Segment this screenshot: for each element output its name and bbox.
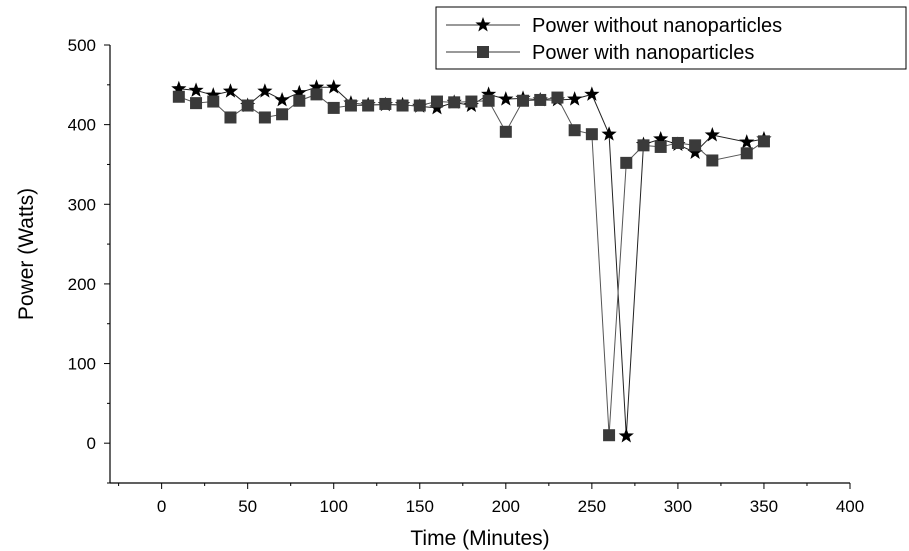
legend-box [435, 6, 907, 70]
square-point [706, 154, 719, 167]
y-tick-label: 200 [68, 275, 96, 294]
series-1 [171, 79, 772, 443]
square-point [241, 99, 254, 112]
square-point [534, 93, 547, 106]
square-point [276, 108, 289, 121]
square-point [757, 135, 770, 148]
legend-star-marker [475, 17, 491, 32]
star-point [308, 79, 325, 94]
square-point [327, 101, 340, 114]
series-line [178, 86, 765, 437]
y-axis-title: Power (Watts) [15, 188, 38, 320]
legend-label: Power with nanoparticles [532, 42, 754, 64]
star-point [291, 84, 307, 100]
star-point [584, 86, 600, 101]
star-point [704, 126, 720, 142]
legend: Power without nanoparticles Power with na… [435, 6, 907, 70]
x-tick-label: 350 [750, 497, 778, 516]
star-point [326, 79, 342, 94]
legend-entry: Power without nanoparticles [446, 15, 782, 37]
square-point [740, 147, 753, 160]
y-tick-label: 100 [68, 355, 96, 374]
square-point [654, 140, 667, 153]
star-point [274, 91, 290, 107]
square-point [190, 97, 203, 110]
square-point [689, 139, 702, 152]
x-tick-label: 250 [578, 497, 606, 516]
x-tick-label: 150 [406, 497, 434, 516]
square-point [172, 90, 185, 103]
series-2 [172, 88, 770, 442]
legend-square-marker [477, 46, 489, 58]
axis-ticks: 0 50 100 150 200 250 300 350 400 0 100 200 300 400 500 [68, 36, 865, 516]
x-tick-label: 200 [492, 497, 520, 516]
y-tick-label: 500 [68, 36, 96, 55]
star-point [498, 91, 514, 106]
x-tick-label: 300 [664, 497, 692, 516]
star-point [188, 82, 204, 97]
y-tick-label: 300 [68, 195, 96, 214]
square-point [671, 136, 684, 149]
square-point [499, 125, 512, 138]
x-tick-label: 100 [320, 497, 348, 516]
axes [109, 45, 850, 484]
square-point [448, 96, 461, 109]
x-tick-label: 400 [836, 497, 864, 516]
square-point [207, 95, 220, 108]
legend-label: Power without nanoparticles [532, 15, 782, 37]
square-point [344, 99, 357, 112]
square-point [603, 429, 616, 442]
square-point [551, 91, 564, 104]
square-point [585, 128, 598, 141]
star-point [481, 86, 497, 101]
star-point [687, 144, 703, 159]
y-tick-label: 400 [68, 116, 96, 135]
star-point [653, 130, 669, 146]
star-point [205, 87, 221, 102]
star-point [601, 126, 617, 141]
square-point [637, 139, 650, 152]
square-point [396, 99, 409, 112]
x-axis-title: Time (Minutes) [410, 527, 549, 550]
square-point [517, 94, 530, 107]
square-point [258, 111, 271, 124]
series-layer [171, 79, 772, 443]
star-point [257, 83, 273, 98]
x-tick-label: 0 [157, 497, 166, 516]
square-point [224, 111, 237, 124]
y-tick-label: 0 [87, 434, 96, 453]
legend-entry: Power with nanoparticles [446, 42, 754, 64]
square-point [465, 95, 478, 108]
square-point [362, 99, 375, 112]
square-point [620, 156, 633, 169]
square-point [310, 88, 323, 101]
star-point [222, 83, 239, 98]
star-point [171, 80, 187, 96]
x-tick-label: 50 [238, 497, 257, 516]
star-point [618, 428, 634, 443]
square-point [379, 97, 392, 110]
square-point [568, 124, 581, 137]
series-line [178, 93, 765, 436]
square-point [293, 94, 306, 107]
square-point [482, 94, 495, 107]
square-point [413, 99, 426, 112]
star-point [739, 134, 755, 149]
star-point [567, 91, 583, 106]
square-point [430, 95, 443, 108]
